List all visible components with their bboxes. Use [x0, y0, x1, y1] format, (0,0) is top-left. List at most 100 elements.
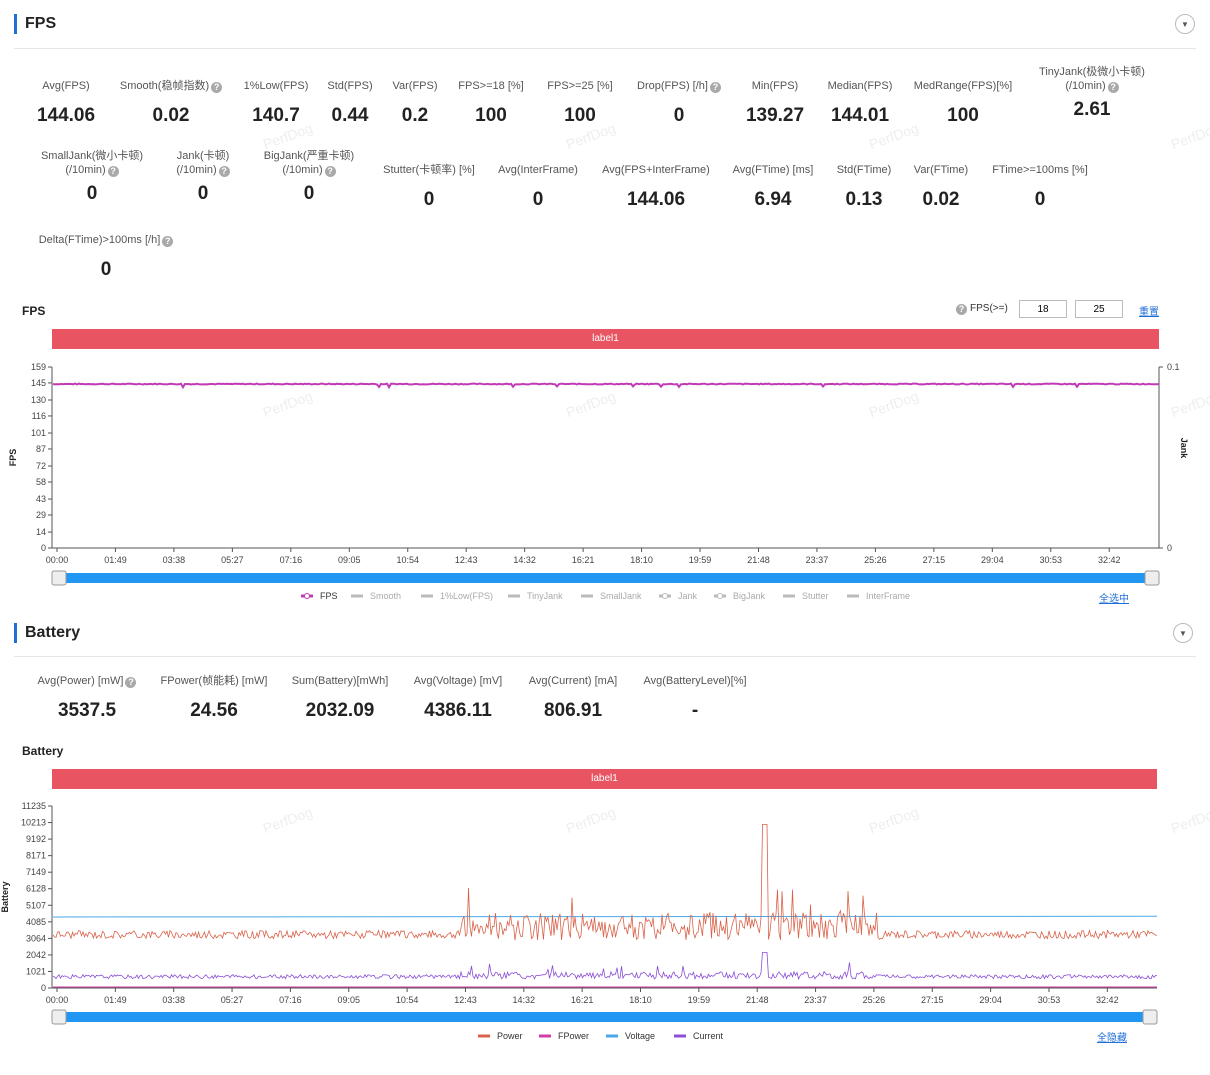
battery-label-bar[interactable]: label1 — [52, 769, 1157, 789]
legend-marker — [662, 593, 668, 599]
y-tick-label: 10213 — [21, 818, 46, 828]
metric-label-text: FPS>=18 [%] — [458, 80, 524, 92]
legend-item-power[interactable]: Power — [478, 1031, 523, 1041]
metric-label-text: Min(FPS) — [751, 80, 799, 92]
fps-metric: Var(FPS) 0.2 — [345, 79, 485, 127]
fps-collapse-button[interactable]: ▼ — [1175, 14, 1195, 34]
help-icon[interactable]: ? — [162, 236, 174, 247]
fps-metric: Median(FPS) 144.01 — [790, 79, 930, 127]
legend-item-fps[interactable]: FPS — [301, 591, 338, 601]
slider-handle-left[interactable] — [51, 570, 67, 586]
legend-item-bigjank[interactable]: BigJank — [714, 591, 766, 601]
battery-metric: Avg(Power) [mW]? 3537.5 — [17, 674, 157, 722]
metric-label-text: FTime>=100ms [%] — [992, 164, 1088, 176]
fps-metric: Min(FPS) 139.27 — [705, 79, 845, 127]
metric-label: TinyJank(极微小卡顿) — [1022, 65, 1162, 79]
y-tick-label: 29 — [36, 510, 46, 520]
y-tick-label: 3064 — [26, 933, 46, 943]
help-icon[interactable]: ? — [211, 82, 223, 93]
fps-metric: Avg(FTime) [ms] 6.94 — [703, 163, 843, 211]
fps-label-bar[interactable]: label1 — [52, 329, 1159, 349]
metric-label: MedRange(FPS)[%] — [893, 79, 1033, 93]
metric-label-unit: (/10min)? — [239, 163, 379, 177]
x-tick-label: 10:54 — [396, 995, 419, 1005]
timeline-slider — [52, 1012, 1157, 1022]
metric-value: 24.56 — [190, 700, 238, 721]
legend-item-smooth[interactable]: Smooth — [351, 591, 401, 601]
metric-label-unit-text: (/10min) — [65, 164, 106, 176]
slider-handle-left[interactable] — [51, 1009, 67, 1025]
help-icon[interactable]: ? — [107, 166, 119, 177]
y-tick-label: 4085 — [26, 917, 46, 927]
fps-metric: Jank(卡顿) (/10min)? 0 — [133, 149, 273, 205]
legend-item-voltage[interactable]: Voltage — [606, 1031, 655, 1041]
metric-value: 0 — [86, 183, 98, 204]
x-tick-label: 18:10 — [629, 995, 652, 1005]
fps-chart: 0 14 29 43 58 72 87 101 116 130 145 159 FPS 00:00 01:4… — [8, 362, 1189, 601]
metric-label-text: Jank(卡顿) — [176, 150, 230, 162]
help-icon[interactable]: ? — [324, 166, 336, 177]
legend-item-smalljank[interactable]: SmallJank — [581, 591, 642, 601]
legend-item-fpower[interactable]: FPower — [539, 1031, 589, 1041]
x-tick-label: 12:43 — [455, 555, 478, 565]
metric-value: 2.61 — [1073, 99, 1111, 120]
legend-label: Jank — [678, 591, 698, 601]
metric-label: Drop(FPS) [/h]? — [609, 79, 749, 93]
metric-label: FPS>=25 [%] — [510, 79, 650, 93]
x-tick-label: 09:05 — [338, 555, 361, 565]
help-icon[interactable]: ? — [1107, 82, 1119, 93]
metric-value: 100 — [564, 105, 596, 126]
metric-label-text: Var(FTime) — [913, 164, 969, 176]
legend-item-tinyjank[interactable]: TinyJank — [508, 591, 563, 601]
fps-threshold-input-1[interactable] — [1019, 300, 1067, 318]
metric-label: Smooth(稳帧指数)? — [101, 79, 241, 93]
y-tick-label: 7149 — [26, 867, 46, 877]
fps-metric: Delta(FTime)>100ms [/h]? 0 — [36, 233, 176, 281]
metric-label-text: Avg(Voltage) [mV] — [413, 675, 503, 687]
metric-label-text: Avg(FPS) — [42, 80, 90, 92]
fps-threshold-input-2[interactable] — [1075, 300, 1123, 318]
fps-metric: MedRange(FPS)[%] 100 — [893, 79, 1033, 127]
y-tick-label: 43 — [36, 494, 46, 504]
slider-handle-right[interactable] — [1142, 1009, 1158, 1025]
perfdog-watermark: PerfDog — [1168, 119, 1210, 153]
metric-label: Median(FPS) — [790, 79, 930, 93]
metric-label-text: Std(FPS) — [327, 80, 373, 92]
metric-label: Delta(FTime)>100ms [/h]? — [36, 233, 176, 247]
y-tick-label: 101 — [31, 428, 46, 438]
help-icon[interactable]: ? — [218, 166, 230, 177]
fps-threshold-label: FPS(>=) — [970, 303, 1008, 314]
reset-link[interactable]: 重置 — [1139, 307, 1159, 318]
slider-handle-right[interactable] — [1144, 570, 1160, 586]
legend-item-interframe[interactable]: InterFrame — [847, 591, 910, 601]
select-all-link[interactable]: 全选中 — [1099, 594, 1129, 605]
fps-metric: Var(FTime) 0.02 — [871, 163, 1011, 211]
metric-label: Avg(Current) [mA] — [503, 674, 643, 688]
y2-tick-label: 0.1 — [1167, 362, 1180, 372]
metric-label: Var(FTime) — [871, 163, 1011, 177]
legend-item-1-low-fps-[interactable]: 1%Low(FPS) — [421, 591, 493, 601]
battery-metric: FPower(帧能耗) [mW] 24.56 — [144, 674, 284, 722]
legend-item-current[interactable]: Current — [674, 1031, 724, 1041]
help-icon[interactable]: ? — [956, 304, 967, 315]
metric-label: Avg(InterFrame) — [468, 163, 608, 177]
help-icon[interactable]: ? — [125, 677, 137, 688]
x-tick-label: 25:26 — [864, 555, 887, 565]
battery-collapse-button[interactable]: ▼ — [1173, 623, 1193, 643]
legend-item-stutter[interactable]: Stutter — [783, 591, 829, 601]
x-tick-label: 14:32 — [513, 995, 536, 1005]
x-tick-label: 00:00 — [46, 555, 69, 565]
x-tick-label: 30:53 — [1038, 995, 1061, 1005]
metric-value: 144.06 — [36, 105, 96, 126]
hide-all-link[interactable]: 全隐藏 — [1097, 1033, 1127, 1044]
x-tick-label: 09:05 — [337, 995, 360, 1005]
metric-value: 0.02 — [152, 105, 190, 126]
battery-section-title: Battery — [14, 623, 80, 643]
x-tick-label: 23:37 — [806, 555, 829, 565]
metric-label-text: Drop(FPS) [/h] — [637, 80, 708, 92]
x-tick-label: 19:59 — [688, 995, 711, 1005]
metric-label: Avg(Power) [mW]? — [17, 674, 157, 688]
legend-item-jank[interactable]: Jank — [659, 591, 698, 601]
help-icon[interactable]: ? — [709, 82, 721, 93]
metric-value: 140.7 — [252, 105, 300, 126]
